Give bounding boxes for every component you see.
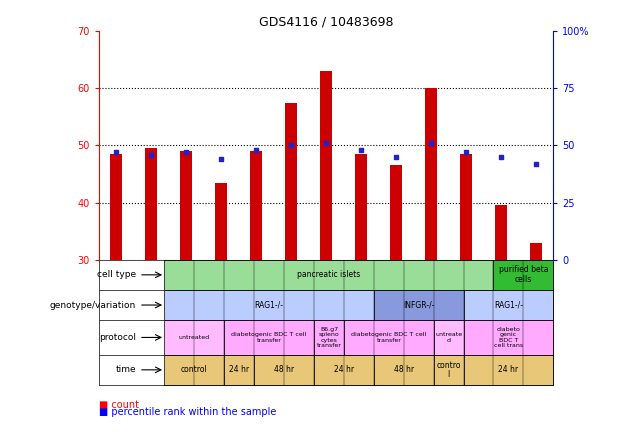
Text: genotype/variation: genotype/variation (50, 301, 136, 309)
Bar (434, 355, 464, 385)
Text: control: control (181, 365, 208, 374)
Point (391, 153, 401, 160)
Bar (355, 154, 367, 260)
Bar (225, 320, 314, 355)
Point (461, 149, 471, 156)
Text: diabetogenic BDC T cell
transfer: diabetogenic BDC T cell transfer (351, 332, 426, 343)
Bar (225, 355, 254, 385)
Bar (434, 320, 464, 355)
Bar (314, 320, 344, 355)
Bar (464, 355, 553, 385)
Bar (180, 151, 192, 260)
Point (426, 139, 436, 147)
Bar (250, 151, 262, 260)
Text: RAG1-/-: RAG1-/- (494, 301, 523, 309)
Bar (374, 290, 464, 320)
Bar (460, 154, 472, 260)
Text: diabetogenic BDC T cell
transfer: diabetogenic BDC T cell transfer (232, 332, 307, 343)
Text: ■ count: ■ count (99, 400, 139, 410)
Bar (374, 355, 434, 385)
Bar (425, 88, 437, 260)
Point (321, 139, 331, 147)
Bar (164, 320, 225, 355)
Text: untreated: untreated (179, 335, 210, 340)
Text: pancreatic islets: pancreatic islets (297, 270, 361, 279)
Bar (164, 355, 225, 385)
Point (251, 147, 261, 154)
Bar (110, 154, 122, 260)
Text: ■ percentile rank within the sample: ■ percentile rank within the sample (99, 408, 276, 417)
Bar (164, 290, 374, 320)
Bar (285, 103, 297, 260)
Text: protocol: protocol (99, 333, 136, 342)
Bar (215, 182, 227, 260)
Bar (145, 148, 157, 260)
Text: 48 hr: 48 hr (394, 365, 414, 374)
Point (496, 153, 506, 160)
Bar (320, 71, 332, 260)
Bar (254, 355, 314, 385)
Point (181, 149, 191, 156)
Text: 24 hr: 24 hr (229, 365, 249, 374)
Text: cell type: cell type (97, 270, 136, 279)
Bar (390, 166, 402, 260)
Bar (464, 320, 553, 355)
Text: B6.g7
spleno
cytes
transfer: B6.g7 spleno cytes transfer (317, 327, 342, 348)
Title: GDS4116 / 10483698: GDS4116 / 10483698 (259, 16, 393, 28)
Text: INFGR-/-: INFGR-/- (403, 301, 434, 309)
Bar (530, 242, 542, 260)
Text: untreate
d: untreate d (435, 332, 462, 343)
Point (146, 151, 156, 158)
Bar (495, 206, 507, 260)
Text: 24 hr: 24 hr (499, 365, 518, 374)
Text: diabeto
genic
BDC T
cell trans: diabeto genic BDC T cell trans (494, 327, 523, 348)
Text: purified beta
cells: purified beta cells (499, 266, 548, 284)
Point (286, 142, 296, 149)
Bar (494, 260, 553, 290)
Text: RAG1-/-: RAG1-/- (254, 301, 284, 309)
Text: 24 hr: 24 hr (334, 365, 354, 374)
Bar (464, 290, 553, 320)
Text: time: time (115, 365, 136, 374)
Bar (314, 355, 374, 385)
Bar (344, 320, 434, 355)
Text: contro
l: contro l (436, 361, 461, 379)
Text: 48 hr: 48 hr (274, 365, 294, 374)
Point (356, 147, 366, 154)
Point (531, 160, 541, 167)
Point (111, 149, 121, 156)
Bar (164, 260, 494, 290)
Point (216, 155, 226, 163)
